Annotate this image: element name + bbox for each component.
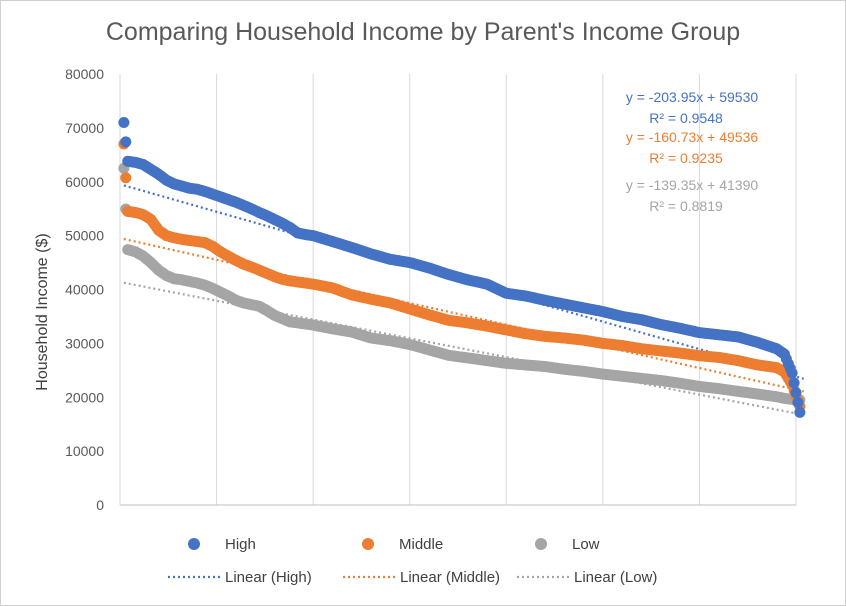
trendline-equation: y = -139.35x + 41390 [626,177,759,193]
legend-trendline-label: Linear (Middle) [400,569,500,586]
series-high [118,116,806,418]
legend-trendline-label: Linear (High) [225,569,312,586]
series-middle [118,138,806,412]
data-points [118,116,806,418]
trendline-linear-middle [123,237,804,393]
y-tick-label: 30000 [65,335,104,351]
data-point [792,397,804,409]
trendline-equation: y = -160.73x + 49536 [626,129,759,145]
legend-label-high: High [225,536,256,553]
trendline-r-squared: R² = 0.9548 [649,110,723,126]
y-tick-label: 50000 [65,228,104,244]
legend-marker-low [535,538,547,550]
y-tick-label: 0 [96,497,104,513]
chart-title: Comparing Household Income by Parent's I… [105,18,741,46]
y-tick-label: 80000 [65,66,104,82]
legend-label-middle: Middle [399,536,443,553]
y-tick-label: 10000 [65,443,104,459]
trendline-equations: y = -203.95x + 59530 R² = 0.9548 y = -160.… [626,89,759,214]
legend: High Middle Low Linear (High) Linear (Middle… [168,536,657,586]
y-tick-label: 40000 [65,282,104,298]
data-point [790,387,802,399]
legend-marker-middle [362,538,374,550]
legend-trendline-label: Linear (Low) [574,569,657,586]
data-point [786,367,798,379]
trendline-r-squared: R² = 0.9235 [649,150,723,166]
trendline-r-squared: R² = 0.8819 [649,198,723,214]
data-point [120,172,132,184]
gridlines [216,74,797,505]
data-point [120,136,132,148]
series-low [118,162,806,406]
y-tick-label: 70000 [65,120,104,136]
legend-label-low: Low [572,536,600,553]
data-point [794,406,806,418]
legend-marker-high [188,538,200,550]
data-point [788,377,800,389]
trendline-equation: y = -203.95x + 59530 [626,89,759,105]
y-tick-label: 20000 [65,389,104,405]
y-tick-label: 60000 [65,174,104,190]
data-point [118,116,130,128]
axes: 0 10000 20000 30000 40000 50000 60000 70000 8000… [65,66,796,513]
y-axis-label: Household Income ($) [34,233,51,390]
